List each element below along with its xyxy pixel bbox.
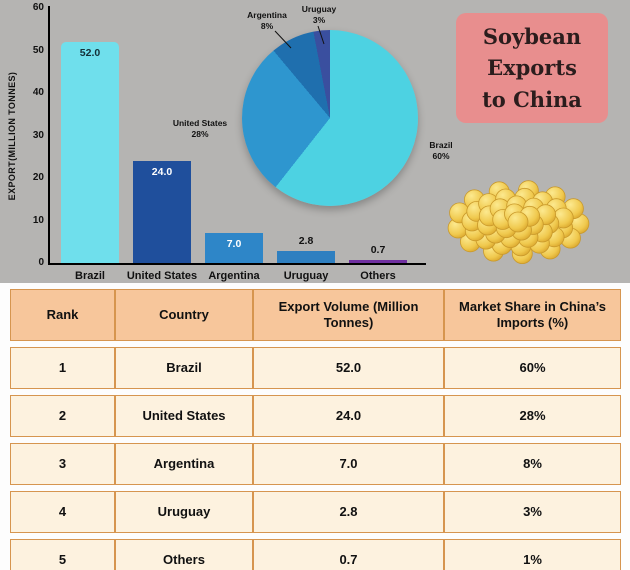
- table-cell: United States: [115, 395, 253, 437]
- table-header-cell: Market Share in China’s Imports (%): [444, 289, 621, 341]
- bar-category-label: Uruguay: [283, 270, 329, 282]
- bar-united-states: [133, 161, 191, 263]
- table-cell: 28%: [444, 395, 621, 437]
- table-cell: 1%: [444, 539, 621, 570]
- y-tick-label: 20: [32, 172, 44, 183]
- table-row: 4 Uruguay 2.8 3%: [10, 491, 621, 533]
- pie-label-pct: 3%: [312, 15, 326, 26]
- table-cell: 2: [10, 395, 115, 437]
- title-line: Exports: [487, 55, 577, 81]
- x-axis-line: [48, 263, 426, 265]
- table-cell: 7.0: [253, 443, 444, 485]
- data-table: Rank Country Export Volume (Million Tonn…: [0, 283, 630, 570]
- table-cell: 52.0: [253, 347, 444, 389]
- title-line: to China: [482, 86, 582, 112]
- pie-label-name: United States: [172, 118, 228, 128]
- pie-chart: [242, 30, 418, 206]
- table-header-cell: Export Volume (Million Tonnes): [253, 289, 444, 341]
- soybean: [507, 211, 529, 233]
- table-cell: 3%: [444, 491, 621, 533]
- pie-label-argentina: Argentina 8%: [236, 10, 298, 32]
- table-cell: 4: [10, 491, 115, 533]
- y-axis-line: [48, 6, 50, 264]
- bar-uruguay: [277, 251, 335, 263]
- table-row: 5 Others 0.7 1%: [10, 539, 621, 570]
- bar-category-label: Brazil: [75, 270, 105, 282]
- pie-label-uruguay: Uruguay 3%: [292, 4, 346, 26]
- pie-label-name: Brazil: [429, 140, 453, 150]
- chart-section: EXPORT(MILLION TONNES) 0 10 20 30 40 50 60 52.…: [0, 0, 630, 283]
- bar-value-label: 52.0: [79, 47, 101, 59]
- pie-label-brazil: Brazil 60%: [416, 140, 466, 162]
- table-header-row: Rank Country Export Volume (Million Tonn…: [10, 289, 621, 341]
- soybeans-image: [447, 180, 590, 264]
- bar-value-label: 24.0: [151, 166, 173, 178]
- table-cell: Uruguay: [115, 491, 253, 533]
- table-cell: 1: [10, 347, 115, 389]
- pie-label-pct: 60%: [432, 151, 450, 162]
- table-cell: 24.0: [253, 395, 444, 437]
- bar-value-label: 7.0: [226, 238, 242, 251]
- y-tick-label: 10: [32, 214, 44, 226]
- table-cell: 3: [10, 443, 115, 485]
- table-cell: 60%: [444, 347, 621, 389]
- bar-category-label: Others: [360, 270, 396, 282]
- table-cell: Others: [115, 539, 253, 570]
- y-tick-label: 40: [32, 87, 44, 98]
- table-cell: 5: [10, 539, 115, 570]
- table-row: 2 United States 24.0 28%: [10, 395, 621, 437]
- bar-value-label: 0.7: [370, 244, 386, 256]
- pie-label-name: Uruguay: [301, 4, 337, 14]
- bar-value-label: 2.8: [298, 235, 314, 248]
- pie-label-pct: 8%: [260, 21, 274, 32]
- title-line: Soybean: [482, 23, 582, 49]
- table-row: 1 Brazil 52.0 60%: [10, 347, 621, 389]
- pie-label-name: Argentina: [247, 10, 287, 20]
- pie-label-united-states: United States 28%: [166, 118, 234, 140]
- table-header-cell: Rank: [10, 289, 115, 341]
- title-card: Soybean Exports to China: [456, 13, 608, 123]
- table-cell: Argentina: [115, 443, 253, 485]
- y-tick-label: 60: [32, 2, 44, 13]
- y-tick-label: 30: [32, 129, 44, 141]
- bar-others: [349, 260, 407, 263]
- bar-category-label: United States: [126, 270, 198, 282]
- table-body: 1 Brazil 52.0 60% 2 United States 24.0 28% 3 Arge…: [0, 347, 630, 570]
- table-cell: 0.7: [253, 539, 444, 570]
- y-tick-label: 0: [38, 257, 44, 268]
- table-header-cell: Country: [115, 289, 253, 341]
- table-row: 3 Argentina 7.0 8%: [10, 443, 621, 485]
- bar-category-label: Argentina: [208, 270, 260, 282]
- table-cell: 2.8: [253, 491, 444, 533]
- table-cell: Brazil: [115, 347, 253, 389]
- pie-label-pct: 28%: [191, 129, 209, 140]
- table-cell: 8%: [444, 443, 621, 485]
- y-tick-label: 50: [32, 44, 44, 56]
- bar-argentina: [205, 233, 263, 263]
- bar-brazil: [61, 42, 119, 263]
